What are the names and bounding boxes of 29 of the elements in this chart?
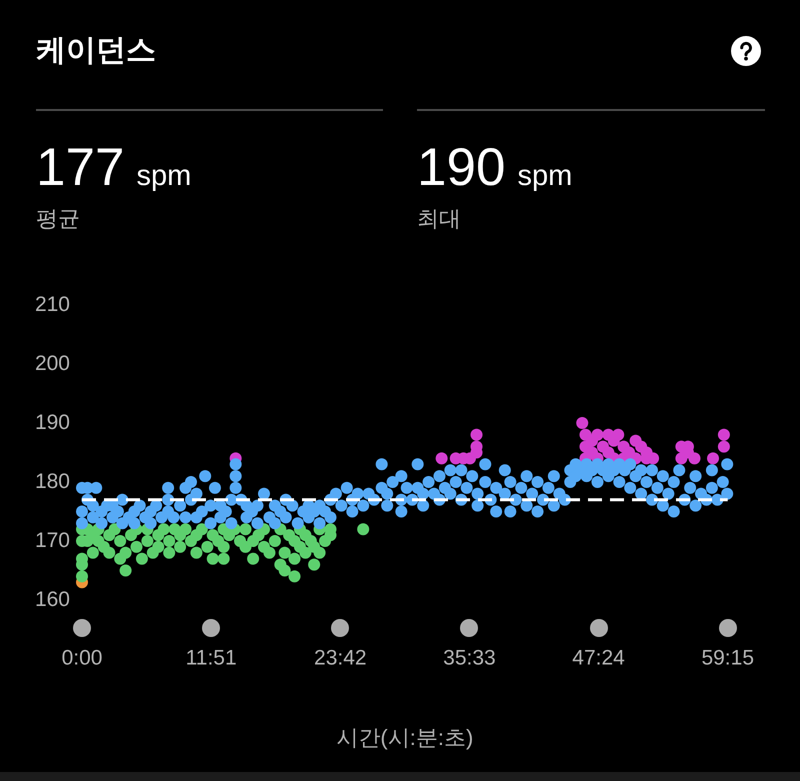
text: 190 xyxy=(417,138,506,197)
y-tick-label: 190 xyxy=(34,410,70,434)
text: spm xyxy=(136,160,192,192)
point xyxy=(470,428,483,441)
point xyxy=(688,452,700,464)
chart-title: 케이던스 xyxy=(36,33,156,69)
point xyxy=(576,417,588,429)
text: 최대 xyxy=(417,205,462,233)
x-tick-label: 11:51 xyxy=(186,646,237,670)
y-tick-label: 170 xyxy=(34,528,70,552)
x-tick-label: 59:15 xyxy=(701,646,754,670)
point xyxy=(612,428,624,441)
y-tick-label: 160 xyxy=(34,588,70,611)
x-tick-label: 47:24 xyxy=(572,646,626,670)
point xyxy=(718,428,730,441)
x-tick-label: 23:42 xyxy=(314,646,367,670)
x-tick-label: 35:33 xyxy=(443,646,496,670)
y-tick-label: 200 xyxy=(34,352,70,375)
point xyxy=(436,452,448,464)
x-axis-title: 시간(시:분:초) xyxy=(336,724,474,750)
point xyxy=(718,440,730,453)
y-tick-label: 180 xyxy=(34,470,70,493)
text: 평균 xyxy=(36,205,81,233)
point xyxy=(707,452,720,464)
text: 177 xyxy=(36,138,124,197)
x-tick-label: 0:00 xyxy=(62,646,102,670)
text: spm xyxy=(517,160,572,192)
y-tick-label: 210 xyxy=(34,292,70,316)
point xyxy=(591,428,604,441)
